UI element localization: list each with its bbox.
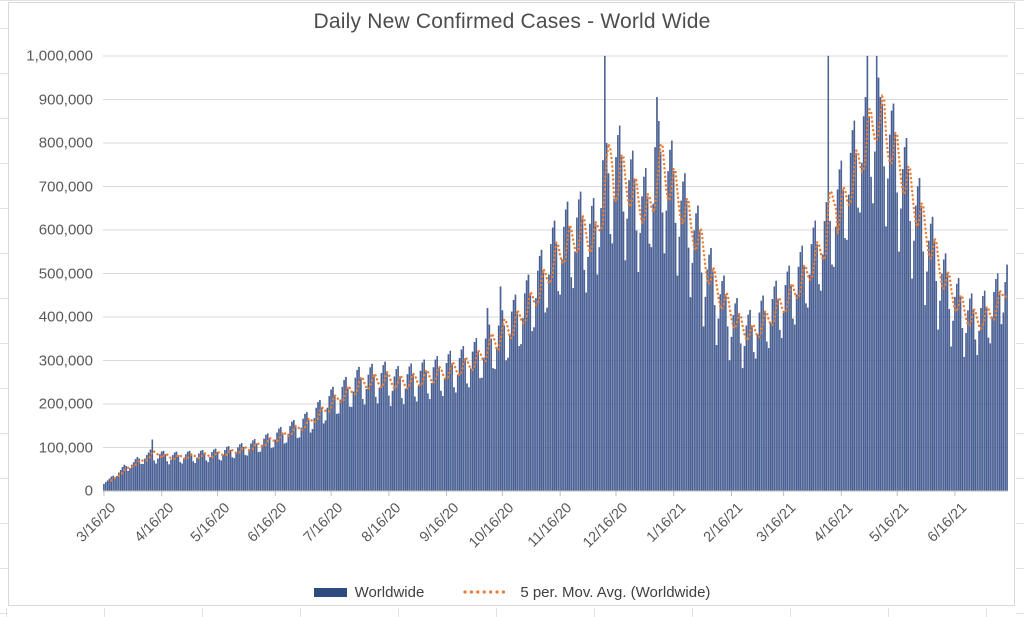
legend-item-worldwide: Worldwide (313, 583, 425, 601)
moving-average-swatch-icon (463, 590, 511, 594)
spreadsheet-gridline (0, 253, 8, 254)
spreadsheet-gridline (986, 608, 987, 617)
y-axis-tick-label: 0 (84, 482, 93, 500)
y-axis-tick-label: 900,000 (38, 91, 93, 108)
spreadsheet-gridline (398, 608, 399, 617)
bars-series-worldwide (103, 55, 1008, 492)
chart-title: Daily New Confirmed Cases - World Wide (313, 10, 711, 33)
y-axis-tick-label: 400,000 (38, 308, 93, 326)
spreadsheet-gridline (0, 343, 8, 344)
spreadsheet-gridline (0, 568, 8, 569)
spreadsheet-gridline (0, 28, 8, 29)
spreadsheet-gridline (0, 523, 8, 524)
spreadsheet-gridline (1016, 478, 1024, 479)
y-axis-tick-label: 500,000 (38, 265, 93, 282)
spreadsheet-gridline (1016, 523, 1024, 524)
y-axis-tick-label: 100,000 (38, 439, 93, 456)
spreadsheet-gridline (1016, 568, 1024, 569)
spreadsheet-gridline (0, 613, 8, 614)
worldwide-series-swatch-icon (313, 587, 347, 597)
spreadsheet-gridline (1016, 433, 1024, 434)
moving-average-line (110, 93, 1009, 482)
spreadsheet-gridline (0, 433, 8, 434)
spreadsheet-gridline (0, 73, 8, 74)
gridlines (103, 55, 1008, 448)
y-axis-tick-label: 700,000 (38, 178, 93, 195)
y-axis-tick-label: 1,000,000 (26, 47, 93, 65)
spreadsheet-gridline (1016, 163, 1024, 164)
legend: Worldwide 5 per. Mov. Avg. (Worldwide) (0, 581, 1024, 603)
spreadsheet-gridline (1016, 253, 1024, 254)
x-axis-ticks (103, 491, 956, 496)
spreadsheet-gridline (1016, 613, 1024, 614)
spreadsheet-gridline (1016, 73, 1024, 74)
spreadsheet-gridline (594, 608, 595, 617)
y-axis-tick-label: 800,000 (38, 134, 93, 152)
spreadsheet-gridline (1016, 28, 1024, 29)
spreadsheet-gridline (692, 608, 693, 617)
spreadsheet-gridline (1016, 208, 1024, 209)
spreadsheet-gridline (0, 388, 8, 389)
spreadsheet-gridline (1016, 118, 1024, 119)
spreadsheet-gridline (0, 478, 8, 479)
legend-item-moving-average: 5 per. Mov. Avg. (Worldwide) (462, 584, 710, 601)
spreadsheet-gridline (1016, 343, 1024, 344)
spreadsheet-gridline (496, 608, 497, 617)
y-axis-tick-label: 300,000 (38, 352, 93, 369)
y-axis-tick-label: 600,000 (38, 221, 93, 239)
spreadsheet-gridline (888, 608, 889, 617)
y-axis-tick-label: 200,000 (38, 395, 93, 413)
spreadsheet-gridline (0, 163, 8, 164)
spreadsheet-gridline (202, 608, 203, 617)
spreadsheet-gridline (1016, 388, 1024, 389)
legend-label-moving-average: 5 per. Mov. Avg. (Worldwide) (520, 583, 711, 601)
legend-label-worldwide: Worldwide (354, 583, 425, 601)
spreadsheet-gridline (300, 608, 301, 617)
spreadsheet-gridline (1016, 298, 1024, 299)
spreadsheet-gridline (104, 608, 105, 617)
spreadsheet-gridline (0, 208, 8, 209)
spreadsheet-gridline (6, 608, 7, 617)
spreadsheet-gridline (790, 608, 791, 617)
spreadsheet-gridline (0, 118, 8, 119)
spreadsheet-gridline (0, 0, 1024, 1)
spreadsheet-gridline (0, 298, 8, 299)
